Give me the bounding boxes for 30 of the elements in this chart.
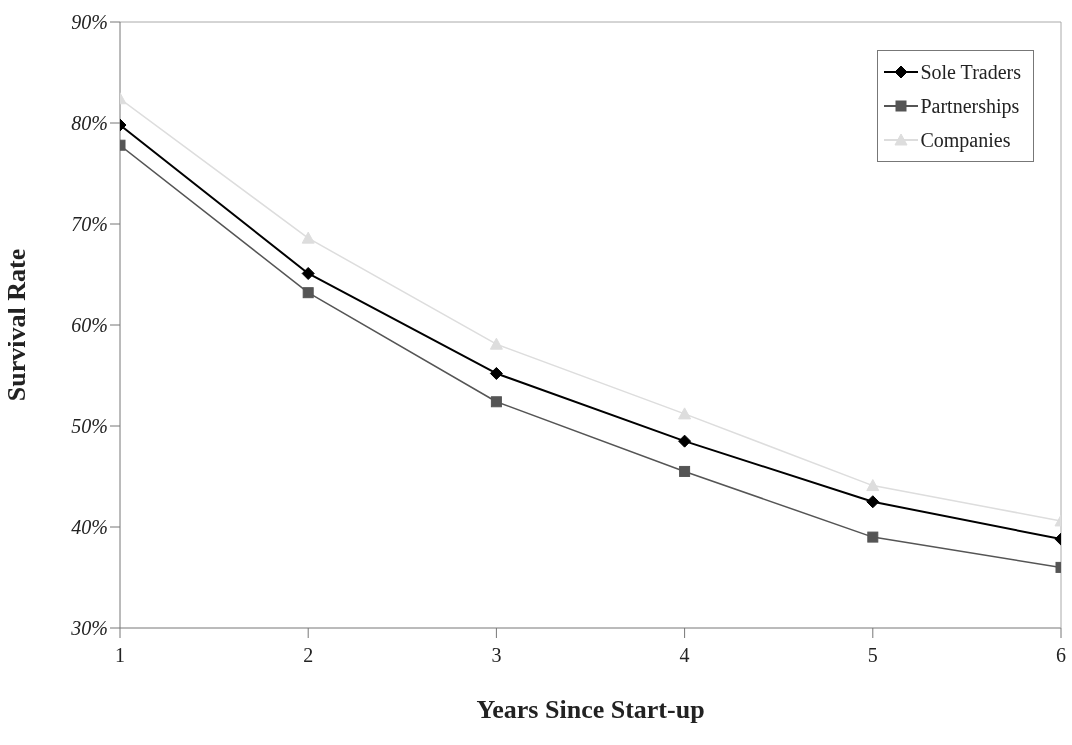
point <box>301 266 315 280</box>
x-tick-label: 4 <box>679 644 690 667</box>
y-tick-label: 50% <box>71 415 108 438</box>
point <box>679 465 691 477</box>
y-tick-label: 70% <box>71 213 108 236</box>
y-tick-label: 40% <box>71 516 108 539</box>
y-tick-label: 90% <box>71 11 108 34</box>
legend-label: Partnerships <box>920 94 1020 118</box>
point <box>866 495 880 509</box>
point <box>302 287 314 299</box>
x-tick-label: 2 <box>303 644 314 667</box>
y-tick-label: 30% <box>70 617 108 640</box>
x-tick-label: 3 <box>491 644 502 667</box>
point <box>490 396 502 408</box>
point <box>489 366 503 380</box>
point <box>301 231 315 244</box>
x-tick-label: 1 <box>115 644 125 667</box>
point <box>678 407 692 420</box>
x-axis-title: Years Since Start-up <box>476 695 705 724</box>
x-tick-label: 6 <box>1056 644 1066 667</box>
point <box>866 479 880 492</box>
y-tick-label: 60% <box>71 314 108 337</box>
point <box>867 531 879 543</box>
legend-label: Companies <box>920 128 1011 152</box>
y-axis-title: Survival Rate <box>2 248 32 402</box>
point <box>489 337 503 350</box>
x-tick-label: 5 <box>867 644 878 667</box>
legend-label: Sole Traders <box>920 60 1021 84</box>
y-tick-label: 80% <box>71 112 108 135</box>
point <box>678 434 692 448</box>
